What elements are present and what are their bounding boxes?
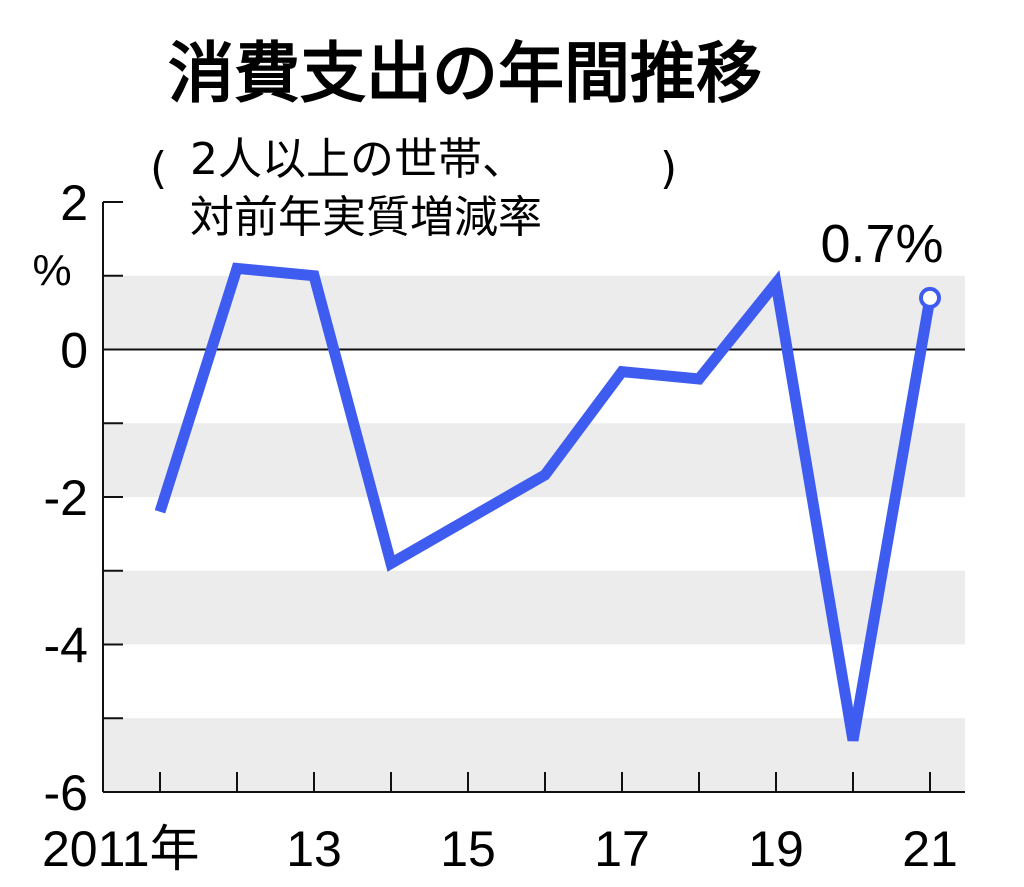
subtitle-close-paren: ) xyxy=(660,143,677,194)
y-tick-label: 2 xyxy=(60,175,88,231)
subtitle-open-paren: ( xyxy=(150,143,167,194)
y-tick-label: -2 xyxy=(44,470,88,526)
grid-bands xyxy=(103,275,965,792)
y-tick-label: -4 xyxy=(44,618,88,674)
x-tick-label: 17 xyxy=(594,821,650,877)
x-tick-label: 2011年 xyxy=(42,821,200,877)
y-tick-label: -6 xyxy=(44,765,88,821)
series-layer xyxy=(154,262,941,742)
last-value-callout: 0.7% xyxy=(820,214,943,274)
x-ticks: 2011年 13 15 17 19 21 xyxy=(42,772,958,877)
grid-band xyxy=(103,718,965,792)
y-tick-label: 0 xyxy=(60,323,88,379)
grid-band xyxy=(103,275,965,350)
y-ticks: 2 0 -2 -4 -6 xyxy=(44,175,123,821)
subtitle-line-1: 2人以上の世帯、 xyxy=(190,134,526,185)
y-unit-label: % xyxy=(32,246,71,295)
subtitle-line-2: 対前年実質増減率 xyxy=(190,192,542,243)
x-tick-label: 21 xyxy=(902,821,958,877)
x-tick-label: 15 xyxy=(440,821,496,877)
x-tick-label: 13 xyxy=(286,821,342,877)
last-point-marker xyxy=(919,286,941,309)
chart-title: 消費支出の年間推移 xyxy=(168,35,762,112)
x-tick-label: 19 xyxy=(748,821,804,877)
